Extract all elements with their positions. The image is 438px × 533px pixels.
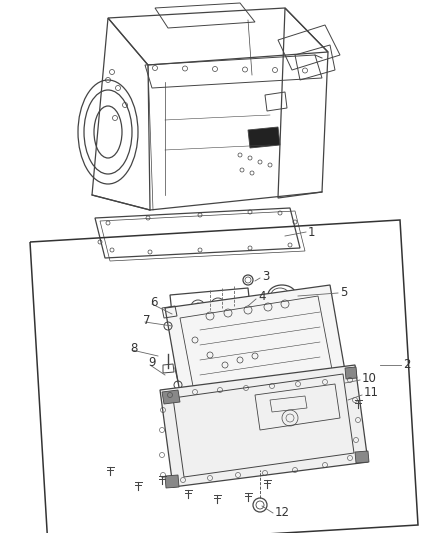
Text: 5: 5 [340, 286, 347, 298]
Text: 1: 1 [308, 225, 315, 238]
Text: 12: 12 [275, 505, 290, 519]
Polygon shape [345, 367, 357, 379]
Polygon shape [162, 390, 180, 404]
Text: 10: 10 [362, 372, 377, 384]
Text: 6: 6 [150, 295, 158, 309]
Text: 9: 9 [148, 357, 155, 369]
Text: 4: 4 [258, 290, 265, 303]
Polygon shape [248, 127, 280, 148]
Text: 2: 2 [403, 359, 410, 372]
Text: 11: 11 [364, 386, 379, 400]
Polygon shape [160, 365, 368, 487]
Text: 8: 8 [130, 342, 138, 354]
Text: 3: 3 [262, 271, 269, 284]
Polygon shape [355, 451, 369, 463]
Text: 7: 7 [143, 313, 151, 327]
Polygon shape [165, 285, 348, 410]
Polygon shape [165, 475, 179, 488]
